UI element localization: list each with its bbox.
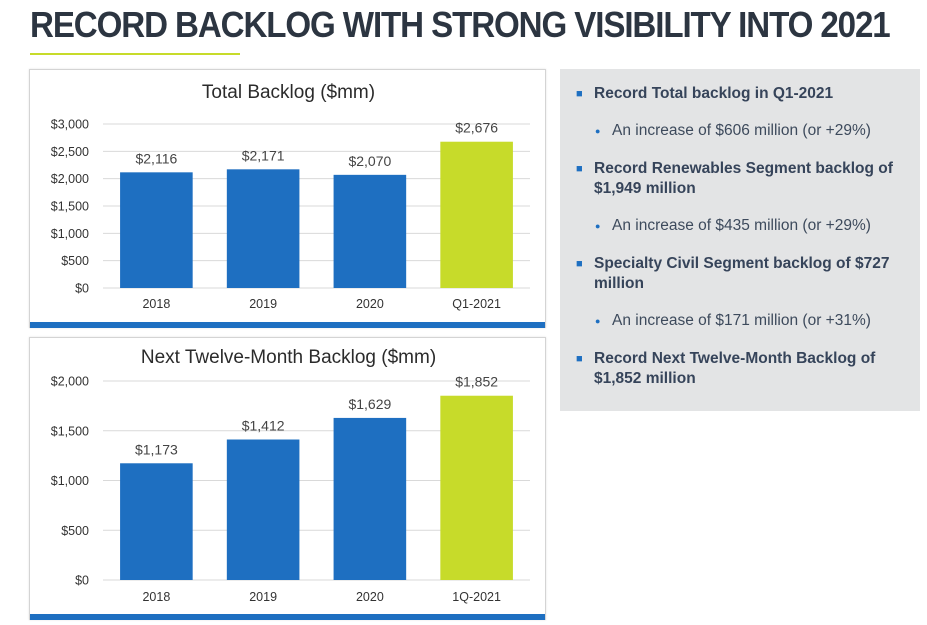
summary-bullet-text: Specialty Civil Segment backlog of $727 … bbox=[594, 255, 890, 292]
y-tick-label: $0 bbox=[75, 282, 89, 296]
bar bbox=[440, 141, 513, 288]
summary-bullet: ■ Record Total backlog in Q1-2021 bbox=[576, 84, 910, 104]
bar-data-label: $1,173 bbox=[135, 441, 178, 457]
title-underline bbox=[30, 53, 240, 55]
y-tick-label: $2,000 bbox=[51, 375, 89, 389]
summary-sub-bullet: ● An increase of $171 million (or +31%) bbox=[595, 311, 912, 331]
y-tick-label: $500 bbox=[61, 254, 89, 268]
dot-bullet-icon: ● bbox=[595, 126, 601, 136]
summary-bullet-text: Record Total backlog in Q1-2021 bbox=[594, 85, 834, 102]
bar-data-label: $2,676 bbox=[455, 120, 498, 136]
summary-bullet-text: An increase of $606 million (or +29%) bbox=[612, 122, 871, 139]
x-category-label: 2020 bbox=[356, 297, 384, 311]
y-tick-label: $0 bbox=[75, 574, 89, 588]
bar-data-label: $1,852 bbox=[455, 374, 498, 390]
x-category-label: 2019 bbox=[249, 590, 277, 604]
chart-title: Total Backlog ($mm) bbox=[202, 82, 375, 103]
ntm-backlog-chart-panel: Next Twelve-Month Backlog ($mm) $0 $500 $1,… bbox=[29, 337, 546, 620]
bar-data-label: $2,070 bbox=[348, 153, 391, 169]
ntm-backlog-chart: Next Twelve-Month Backlog ($mm) $0 $500 $1,… bbox=[51, 347, 530, 604]
x-category-label: 2019 bbox=[249, 297, 277, 311]
summary-bullet-text: Record Next Twelve-Month Backlog of $1,8… bbox=[594, 350, 876, 387]
square-bullet-icon: ■ bbox=[576, 258, 583, 270]
y-tick-label: $500 bbox=[61, 524, 89, 538]
square-bullet-icon: ■ bbox=[576, 163, 583, 175]
y-tick-label: $1,000 bbox=[51, 227, 89, 241]
bar bbox=[333, 174, 407, 288]
y-tick-label: $2,500 bbox=[51, 145, 89, 159]
square-bullet-icon: ■ bbox=[576, 353, 583, 365]
x-category-label: 2020 bbox=[356, 590, 384, 604]
bar-data-label: $1,412 bbox=[242, 418, 285, 434]
summary-sub-bullet: ● An increase of $606 million (or +29%) bbox=[595, 121, 912, 141]
x-category-label: 2018 bbox=[142, 297, 170, 311]
total-backlog-chart: Total Backlog ($mm) $0 $500 $1,000 $1,500 $2,… bbox=[51, 82, 530, 311]
bar bbox=[120, 172, 193, 288]
summary-bullet: ■ Specialty Civil Segment backlog of $727… bbox=[576, 254, 910, 294]
chart-title: Next Twelve-Month Backlog ($mm) bbox=[141, 347, 436, 368]
chart-base-stripe bbox=[30, 614, 545, 620]
total-backlog-chart-panel: Total Backlog ($mm) $0 $500 $1,000 $1,500 $2,… bbox=[29, 69, 546, 328]
x-category-label: Q1-2021 bbox=[452, 297, 501, 311]
y-tick-label: $1,500 bbox=[51, 424, 89, 438]
summary-bullet-text: An increase of $435 million (or +29%) bbox=[612, 217, 871, 234]
bar-data-label: $1,629 bbox=[348, 396, 391, 412]
bar-data-label: $2,171 bbox=[242, 147, 285, 163]
bar-data-label: $2,116 bbox=[135, 150, 177, 166]
chart-base-stripe bbox=[30, 322, 545, 328]
summary-bullet-text: Record Renewables Segment backlog of $1,… bbox=[594, 160, 893, 197]
dot-bullet-icon: ● bbox=[595, 316, 601, 326]
x-category-label: 2018 bbox=[142, 590, 170, 604]
summary-sub-bullet: ● An increase of $435 million (or +29%) bbox=[595, 216, 912, 236]
bar bbox=[440, 395, 513, 580]
summary-bullet: ■ Record Next Twelve-Month Backlog of $1,… bbox=[576, 349, 910, 389]
slide-title: RECORD BACKLOG WITH STRONG VISIBILITY IN… bbox=[30, 4, 891, 45]
x-category-label: 1Q-2021 bbox=[452, 590, 501, 604]
y-tick-label: $3,000 bbox=[51, 118, 89, 132]
summary-bullet: ■ Record Renewables Segment backlog of $1… bbox=[576, 159, 910, 199]
dot-bullet-icon: ● bbox=[595, 221, 601, 231]
summary-bullet-text: An increase of $171 million (or +31%) bbox=[612, 312, 871, 329]
y-tick-label: $2,000 bbox=[51, 172, 89, 186]
y-tick-label: $1,000 bbox=[51, 474, 89, 488]
y-tick-label: $1,500 bbox=[51, 200, 89, 214]
bar bbox=[226, 439, 300, 580]
square-bullet-icon: ■ bbox=[576, 88, 583, 100]
bar bbox=[226, 169, 300, 288]
bar bbox=[333, 417, 407, 580]
bar bbox=[120, 463, 193, 580]
summary-panel: ■ Record Total backlog in Q1-2021 ● An inc… bbox=[560, 69, 920, 411]
